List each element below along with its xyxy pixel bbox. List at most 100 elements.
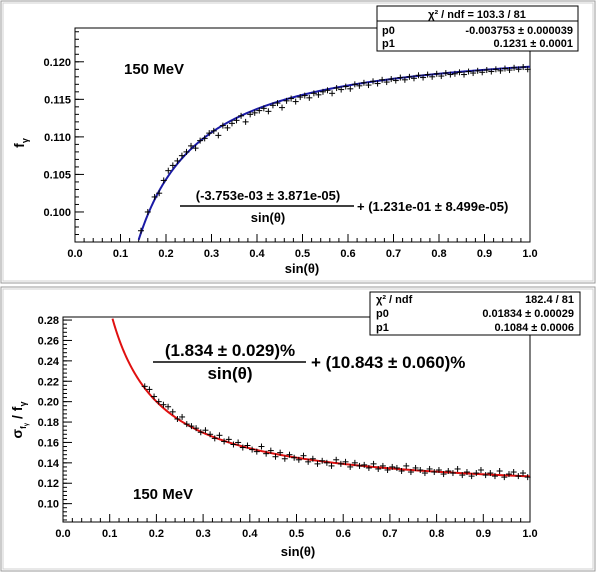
data-point [324,87,331,94]
y-tick-label: 0.100 [43,207,71,219]
data-point [389,463,396,470]
data-point [174,157,181,164]
y-tick-label: 0.110 [44,132,71,144]
svg-text:fγ: fγ [11,138,30,148]
data-point [281,455,288,462]
data-point [253,448,260,455]
data-point [300,452,307,459]
data-point [370,78,377,85]
formula-denominator-bottom: sin(θ) [207,364,252,383]
data-point [197,137,204,144]
y-axis-label-bottom: σfγ / fγ [9,402,30,439]
panel-bottom: 0.0 0.1 0.2 0.3 0.4 0.5 0.6 0.7 0.8 0.9 1.0 0.10 0.1… [0,286,596,572]
data-point [216,432,223,439]
data-point [160,177,167,184]
data-point [263,450,270,457]
data-point [438,73,445,80]
y-tick-label: 0.24 [38,356,60,368]
data-point [210,127,217,134]
data-point [365,82,372,89]
data-point [230,441,237,448]
data-point [247,111,254,118]
data-point [319,457,326,464]
data-point [375,465,382,472]
data-point [488,68,495,75]
data-point [337,460,344,467]
formula-numerator-bottom: (1.834 ± 0.029)% [165,341,295,360]
data-point [188,142,195,149]
data-point [506,67,513,74]
x-tick-label: 0.4 [249,248,265,260]
data-point [497,67,504,74]
data-point [479,69,486,76]
data-point [424,71,431,78]
data-point [272,453,279,460]
svg-text:σfγ / fγ: σfγ / fγ [9,402,30,439]
axis-ticks-bottom: 0.0 0.1 0.2 0.3 0.4 0.5 0.6 0.7 0.8 0.9 1.0 0.10 0.1… [38,315,538,540]
y-tick-label: 0.115 [44,94,71,106]
data-point [219,122,226,129]
data-point [342,83,349,90]
data-point [333,85,340,92]
data-point [165,403,172,410]
stats-bottom-chi2-name: χ² / ndf [376,294,413,306]
stats-box-top-bg [376,5,579,52]
data-point [292,98,299,105]
data-point [310,90,317,97]
data-point [474,67,481,74]
data-point [420,74,427,81]
data-point [315,91,322,98]
data-point [169,408,176,415]
y-tick-label: 0.12 [38,478,59,490]
data-point [178,152,185,159]
data-point [356,82,363,89]
data-point [397,74,404,81]
data-point [406,73,413,80]
data-point [239,444,246,451]
data-point [286,451,293,458]
x-tick-label: 0.6 [340,248,355,260]
data-point [510,469,517,476]
x-tick-label: 0.4 [242,528,258,540]
data-point [393,464,400,471]
data-point [417,466,424,473]
stats-top-p0-name: p0 [382,25,395,37]
data-point [492,66,499,73]
plot-area-bottom [62,316,531,523]
panel-top-frame-inner [2,2,594,282]
data-point [384,466,391,473]
y-tick-label: 0.105 [43,169,71,181]
data-point [379,76,386,83]
data-point [165,167,172,174]
data-point [319,88,326,95]
data-point [201,135,208,142]
data-point [192,145,199,152]
data-point [342,458,349,465]
stats-top-p1-name: p1 [382,38,395,50]
x-tick-label: 0.9 [477,248,492,260]
formula-rest-bottom: + (10.843 ± 0.060)% [311,353,465,372]
x-tick-label: 0.1 [113,248,128,260]
x-tick-label: 0.1 [102,528,117,540]
data-point [277,449,284,456]
data-point [515,473,522,480]
data-point [323,459,330,466]
data-point [338,86,345,93]
data-point [258,443,265,450]
panel-bottom-frame-inner [2,288,594,570]
data-point [267,447,274,454]
x-tick-label: 0.2 [149,528,164,540]
data-point [473,470,480,477]
data-point [482,472,489,479]
x-tick-label: 0.6 [336,528,351,540]
stats-bottom-p1-value: 0.1084 ± 0.0006 [495,322,574,334]
data-point [183,421,190,428]
data-point [515,66,522,73]
data-point [454,465,461,472]
data-point [207,431,214,438]
data-point [244,442,251,449]
y-tick-label: 0.16 [38,437,59,449]
data-point [144,208,151,215]
data-point [174,415,181,422]
